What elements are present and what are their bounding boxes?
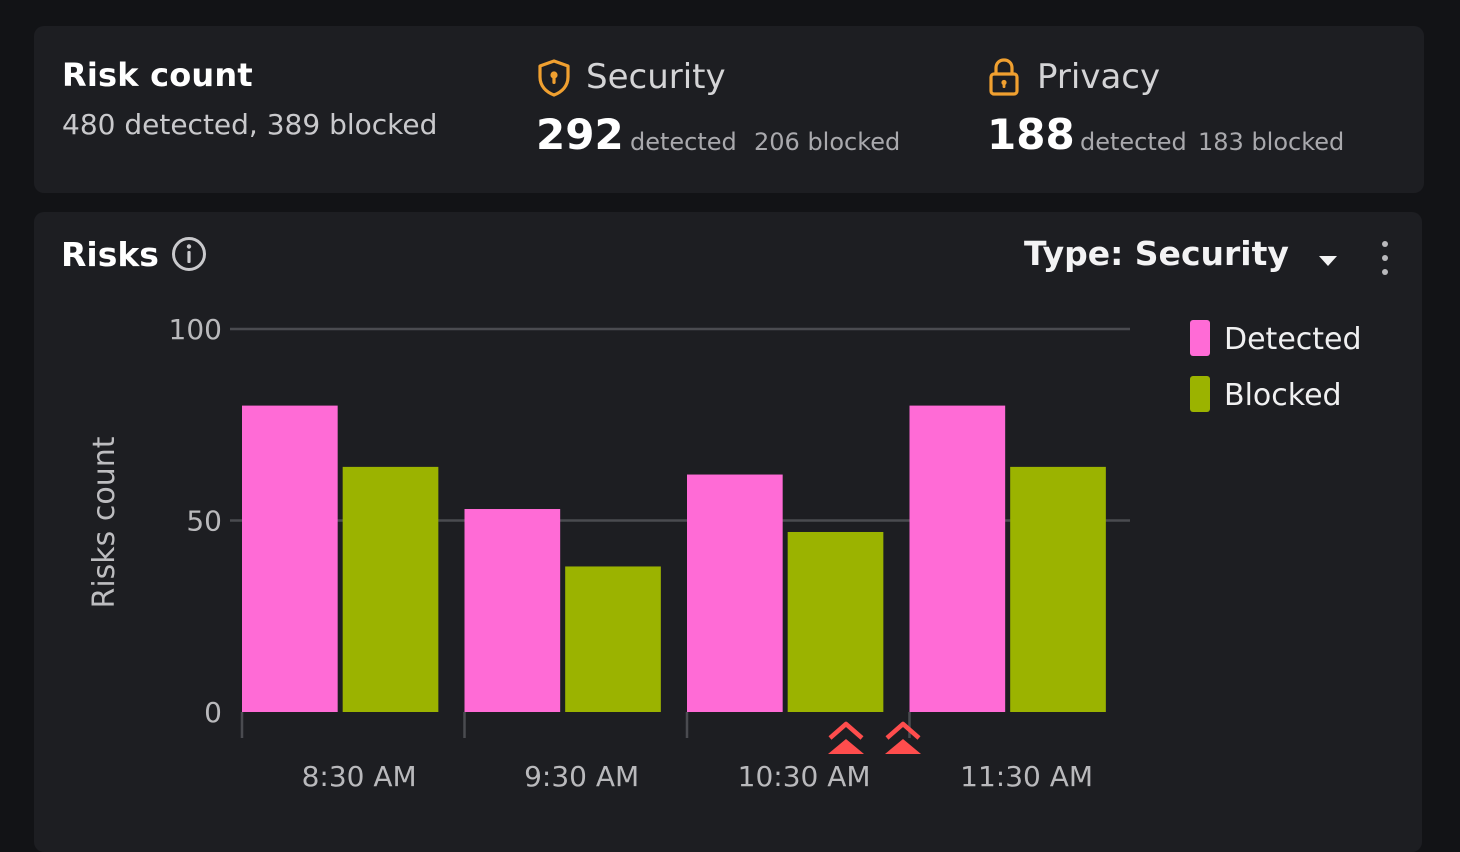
bars <box>242 405 1106 712</box>
annotations <box>828 721 921 754</box>
legend-swatch-blocked[interactable] <box>1190 376 1210 412</box>
bar-detected-0[interactable] <box>242 405 338 712</box>
y-tick-label: 0 <box>204 696 222 729</box>
risks-bar-chart: 0 50 100 Risks count 8:30 AM 9:30 AM 10:30 AM 1… <box>87 313 1362 793</box>
double-chevron-up-icon[interactable] <box>828 721 864 754</box>
shield-icon <box>536 58 572 98</box>
x-tick-label: 10:30 AM <box>738 760 871 793</box>
bar-blocked-1[interactable] <box>565 566 661 712</box>
y-tick-label: 100 <box>169 313 222 346</box>
bar-blocked-0[interactable] <box>342 466 439 712</box>
privacy-detected-word: detected <box>1080 128 1187 156</box>
x-tick-label: 11:30 AM <box>960 760 1093 793</box>
double-chevron-up-icon[interactable] <box>885 721 921 754</box>
security-detected-word: detected <box>630 128 737 156</box>
type-select[interactable]: Type: Security <box>1024 234 1338 275</box>
x-tick-label: 8:30 AM <box>302 760 417 793</box>
x-tick-label: 9:30 AM <box>524 760 639 793</box>
axes: 0 50 100 Risks count 8:30 AM 9:30 AM 10:30 AM 1… <box>87 313 1093 793</box>
risk-count-title: Risk count <box>62 56 253 94</box>
info-icon[interactable] <box>170 235 208 273</box>
privacy-label: Privacy <box>1037 57 1161 97</box>
y-axis-title: Risks count <box>87 436 122 608</box>
bar-detected-1[interactable] <box>464 509 561 712</box>
y-tick-label: 50 <box>186 505 222 538</box>
privacy-detected-count: 188 <box>987 110 1075 159</box>
lock-icon <box>986 57 1022 97</box>
bar-blocked-2[interactable] <box>787 531 884 712</box>
summary-card: Risk count 480 detected, 389 blocked Sec… <box>34 26 1424 193</box>
risks-title: Risks <box>61 235 159 274</box>
legend-label-blocked[interactable]: Blocked <box>1224 378 1342 413</box>
legend-label-detected[interactable]: Detected <box>1224 322 1362 357</box>
bar-detected-3[interactable] <box>909 405 1006 712</box>
more-vertical-icon[interactable] <box>1374 238 1396 278</box>
risk-count-subtitle: 480 detected, 389 blocked <box>62 108 438 141</box>
privacy-blocked: 183 blocked <box>1198 128 1345 156</box>
legend-swatch-detected[interactable] <box>1190 320 1210 356</box>
risks-card: Risks Type: Security 0 50 100 Risks count 8:… <box>34 212 1422 852</box>
security-blocked: 206 blocked <box>754 128 901 156</box>
type-select-label: Type: Security <box>1024 234 1289 273</box>
security-detected-count: 292 <box>536 110 624 159</box>
bar-blocked-3[interactable] <box>1010 466 1106 712</box>
legend: Detected Blocked <box>1190 320 1362 413</box>
caret-down-icon <box>1318 236 1338 275</box>
security-label: Security <box>586 57 726 97</box>
bar-detected-2[interactable] <box>687 474 783 712</box>
